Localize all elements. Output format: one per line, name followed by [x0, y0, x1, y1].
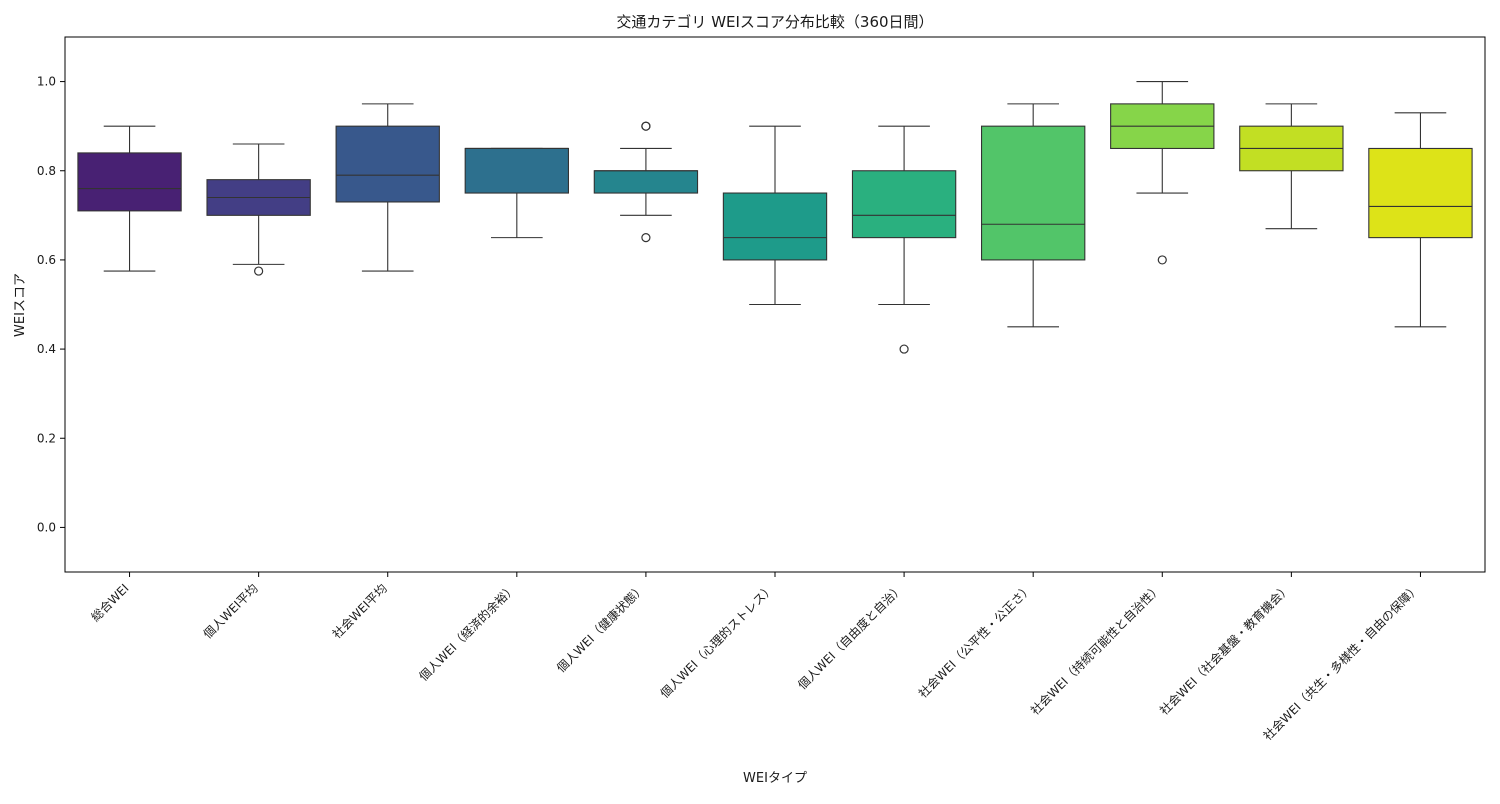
box-group — [1110, 81, 1215, 265]
outlier-point — [1157, 255, 1167, 265]
outlier-point — [254, 266, 264, 276]
box-group — [464, 147, 570, 239]
y-tick-label: 0.4 — [37, 342, 56, 356]
y-axis-label: WEIスコア — [13, 273, 28, 337]
box-iqr — [335, 125, 440, 203]
plot-area — [64, 36, 1486, 573]
outlier-point — [899, 344, 909, 354]
box-iqr — [77, 152, 182, 212]
x-tick-label: 社会WEI（社会基盤・教育機会） — [1156, 581, 1293, 718]
x-tick-label: 総合WEI — [88, 581, 132, 625]
x-tick-label: 個人WEI（心理的ストレス） — [657, 581, 777, 701]
outlier-point — [641, 233, 651, 243]
chart-title: 交通カテゴリ WEIスコア分布比較（360日間） — [616, 13, 933, 31]
box-group — [1368, 112, 1473, 328]
y-tick-label: 1.0 — [37, 75, 56, 89]
box-group — [1239, 103, 1344, 230]
box-group — [335, 103, 440, 272]
box-iqr — [593, 170, 699, 194]
box-iqr — [722, 192, 828, 261]
box-group — [206, 143, 311, 276]
x-axis: 総合WEI 個人WEI平均 社会WEI平均 個人WEI（経済的余裕） 個人WEI（健康状… — [88, 572, 1423, 743]
outlier-point — [641, 121, 651, 131]
x-tick-label: 社会WEI（公平性・公正さ） — [915, 581, 1035, 701]
box-group — [722, 125, 828, 306]
box-iqr — [464, 147, 570, 194]
y-tick-label: 0.0 — [37, 520, 56, 534]
y-tick-label: 0.8 — [37, 164, 56, 178]
y-tick-label: 0.6 — [37, 253, 56, 267]
x-axis-label: WEIタイプ — [743, 771, 807, 786]
box-iqr — [1368, 147, 1473, 239]
x-tick-label: 個人WEI平均 — [201, 581, 261, 641]
y-axis: 0.0 0.2 0.4 0.6 0.8 1.0 — [37, 75, 65, 534]
box-group — [77, 125, 182, 272]
x-tick-label: 社会WEI平均 — [329, 581, 390, 642]
x-tick-label: 社会WEI（持続可能性と自治性） — [1027, 581, 1164, 718]
box-group — [980, 103, 1086, 328]
box-group — [593, 121, 699, 243]
x-tick-label: 個人WEI（自由度と自治） — [794, 581, 906, 693]
y-tick-label: 0.2 — [37, 431, 56, 445]
x-tick-label: 個人WEI（経済的余裕） — [416, 581, 519, 684]
box-iqr — [980, 125, 1086, 261]
x-tick-label: 個人WEI（健康状態） — [553, 581, 648, 676]
x-tick-label: 社会WEI（共生・多様性・自由の保障） — [1260, 581, 1423, 744]
box-iqr — [851, 170, 957, 239]
box-group — [851, 125, 957, 354]
